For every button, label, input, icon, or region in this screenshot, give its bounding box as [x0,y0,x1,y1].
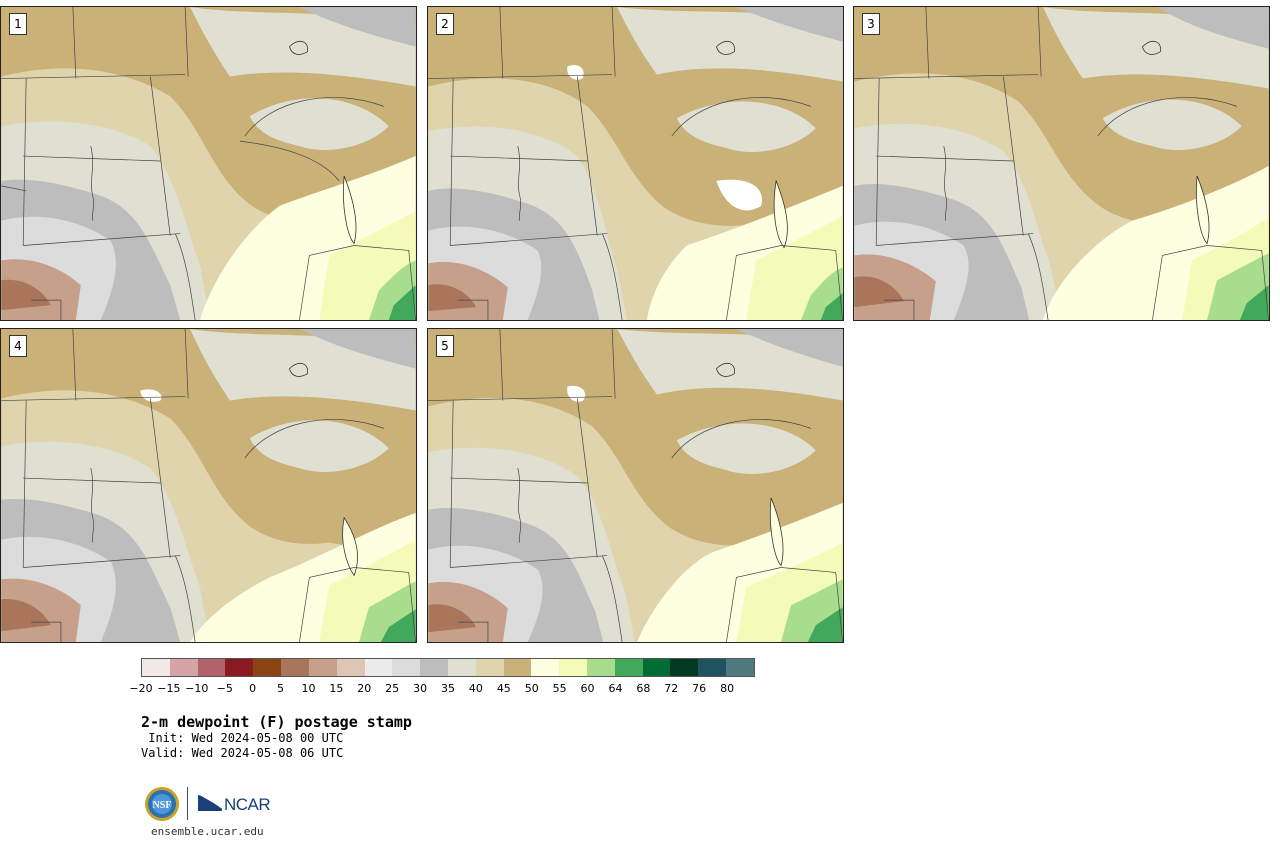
panel-number: 3 [862,13,880,35]
dewpoint-map [428,329,843,642]
colorbar-swatch [475,659,504,676]
ncar-logo-icon [197,793,223,811]
colorbar-ticks: −20 −15 −10 −5 0 5 10 15 20 25 30 35 40 45 50 55 60 64 68 7… [129,682,755,696]
dewpoint-map [1,329,416,642]
colorbar-tick-label: 30 [413,682,428,695]
nsf-logo-text: NSF [153,800,172,811]
colorbar-swatch [642,659,671,676]
colorbar-swatch [142,659,170,676]
colorbar-swatch [420,659,448,676]
colorbar-tick-label: 15 [329,682,344,695]
colorbar-tick-label: 40 [468,682,483,695]
colorbar-tick-label: −20 [129,682,153,695]
panel-number: 4 [9,335,27,357]
colorbar-swatch [503,659,532,676]
member-panel-4: 4 [0,328,417,643]
dewpoint-map [428,7,843,320]
colorbar-swatch [364,659,393,676]
colorbar-swatch [447,659,476,676]
colorbar-swatch [670,659,699,676]
colorbar-tick-label: 60 [580,682,595,695]
colorbar-tick-label: 76 [692,682,707,695]
colorbar-swatch [392,659,421,676]
colorbar-tick-label: 50 [524,682,539,695]
colorbar-swatch [197,659,226,676]
colorbar-swatch [281,659,309,676]
panel-number: 5 [436,335,454,357]
dewpoint-map [1,7,416,320]
colorbar-tick-label: 45 [496,682,511,695]
colorbar-swatch [253,659,282,676]
colorbar-tick-label: 0 [249,682,257,695]
init-time: Init: Wed 2024-05-08 00 UTC [141,731,344,745]
colorbar-swatch [308,659,337,676]
member-panel-3: 3 [853,6,1270,321]
panel-number: 1 [9,13,27,35]
colorbar-swatch [225,659,254,676]
colorbar-tick-label: 25 [385,682,400,695]
site-url: ensemble.ucar.edu [151,825,264,838]
panel-number: 2 [436,13,454,35]
logo-divider [187,787,188,820]
colorbar-tick-label: 80 [720,682,735,695]
colorbar-swatch [698,659,727,676]
dewpoint-colorbar [141,658,755,677]
nsf-logo-icon: NSF [145,787,179,821]
ncar-wordmark: NCAR [224,795,271,814]
colorbar-tick-label: 72 [664,682,679,695]
colorbar-tick-label: 55 [552,682,567,695]
member-panel-2: 2 [427,6,844,321]
valid-time: Valid: Wed 2024-05-08 06 UTC [141,746,344,760]
colorbar-tick-label: 35 [441,682,455,695]
figure-title: 2-m dewpoint (F) postage stamp [141,713,412,731]
colorbar-tick-label: 20 [357,682,372,695]
dewpoint-map [854,7,1269,320]
member-panel-1: 1 [0,6,417,321]
colorbar-swatch [587,659,615,676]
colorbar-tick-label: −10 [185,682,209,695]
colorbar-tick-label: 10 [301,682,316,695]
colorbar-swatch [336,659,365,676]
logo-area: NSF NCAR [144,786,284,824]
colorbar-tick-label: −5 [216,682,233,695]
colorbar-tick-label: −15 [157,682,181,695]
colorbar-tick-label: 64 [608,682,623,695]
colorbar-swatch [559,659,587,676]
colorbar-tick-label: 68 [636,682,651,695]
member-panel-5: 5 [427,328,844,643]
colorbar-tick-label: 5 [277,682,285,695]
colorbar-swatch [169,659,198,676]
colorbar-swatch [531,659,560,676]
colorbar-swatch [614,659,643,676]
colorbar-swatch [726,659,754,676]
